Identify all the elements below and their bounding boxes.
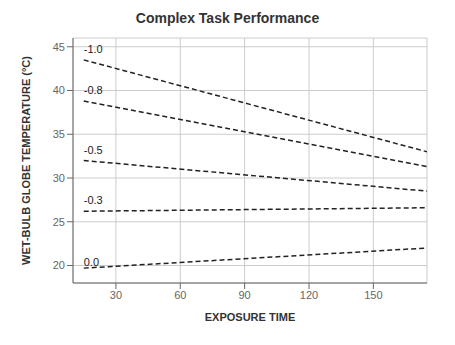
svg-text:-0.5: -0.5 <box>84 144 103 156</box>
svg-text:30: 30 <box>110 289 122 301</box>
svg-text:40: 40 <box>53 84 65 96</box>
svg-text:90: 90 <box>239 289 251 301</box>
svg-text:-0.8: -0.8 <box>84 84 103 96</box>
html-text:Complex Task Performance: Complex Task Performance <box>135 10 320 26</box>
svg-text:WET-BULB GLOBE TEMPERATURE (°C: WET-BULB GLOBE TEMPERATURE (°C) <box>20 56 32 265</box>
svg-text:35: 35 <box>53 128 65 140</box>
svg-text:30: 30 <box>53 172 65 184</box>
svg-text:120: 120 <box>300 289 318 301</box>
svg-text:20: 20 <box>53 259 65 271</box>
svg-text:0.0: 0.0 <box>84 256 99 268</box>
svg-text:45: 45 <box>53 41 65 53</box>
svg-text:25: 25 <box>53 216 65 228</box>
svg-text:EXPOSURE TIME: EXPOSURE TIME <box>205 311 295 323</box>
svg-text:-0.3: -0.3 <box>84 194 103 206</box>
svg-text:150: 150 <box>364 289 382 301</box>
svg-text:-1.0: -1.0 <box>84 43 103 55</box>
svg-text:60: 60 <box>174 289 186 301</box>
